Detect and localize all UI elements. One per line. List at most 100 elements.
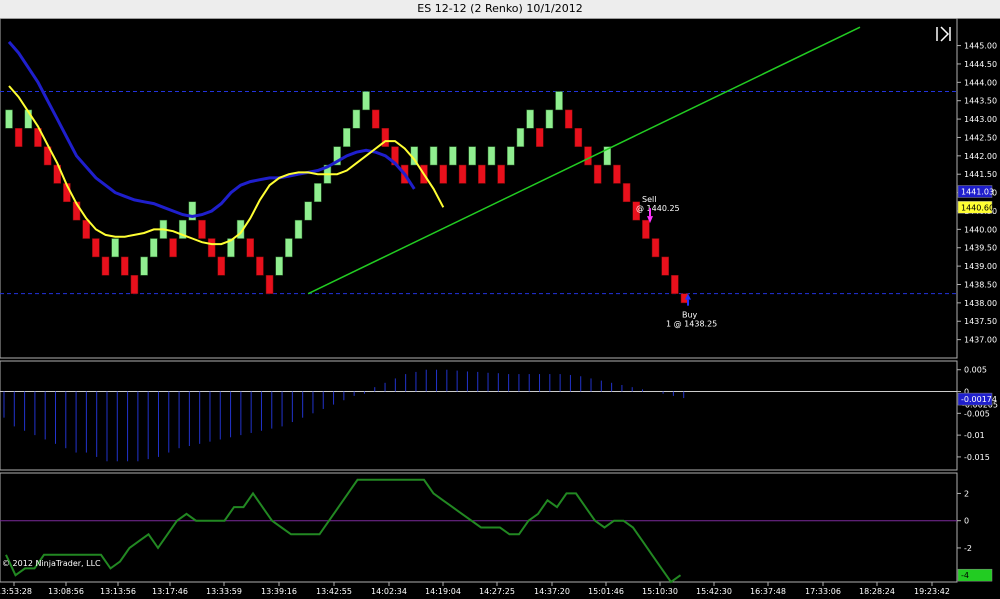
- renko-brick: [526, 109, 534, 129]
- renko-brick: [285, 238, 293, 258]
- histogram-tick-label: -0.01: [964, 431, 985, 440]
- price-tick-label: 1438.50: [964, 280, 997, 289]
- renko-brick: [246, 238, 254, 258]
- time-tick-label: 14:02:34: [371, 587, 407, 596]
- time-tick-label: 13:33:59: [206, 587, 242, 596]
- renko-brick: [256, 256, 264, 276]
- renko-brick: [169, 238, 177, 258]
- renko-brick: [14, 128, 23, 147]
- oscillator-panel-border: [0, 472, 958, 583]
- renko-brick: [314, 183, 322, 203]
- price-tick-label: 1437.50: [964, 317, 997, 326]
- histogram-tick-label: -0.015: [964, 453, 990, 462]
- histogram-badge: -0.00174: [961, 395, 997, 404]
- renko-brick: [613, 164, 621, 184]
- oscillator-badge: -4: [961, 571, 969, 580]
- renko-brick: [352, 109, 361, 129]
- oscillator-tick-label: 0: [964, 517, 969, 526]
- renko-brick: [449, 146, 457, 166]
- renko-brick: [343, 128, 351, 147]
- renko-brick: [458, 164, 467, 184]
- renko-brick: [381, 128, 390, 147]
- ema-slow-badge-bg: [957, 185, 993, 198]
- time-tick-label: 13:42:55: [316, 587, 352, 596]
- time-axis: 13:53:28 13:08:56 13:13:56 13:17:46 13:33:59…: [0, 582, 950, 596]
- price-tick-label: 1440.00: [964, 225, 997, 234]
- renko-brick: [121, 256, 129, 276]
- renko-brick: [593, 164, 602, 184]
- renko-brick: [507, 146, 515, 166]
- histogram-panel-border: [0, 360, 958, 471]
- price-panel-border: [0, 18, 958, 359]
- renko-brick: [622, 183, 631, 203]
- time-tick-label: 15:42:30: [696, 587, 732, 596]
- ema-fast-line: [8, 85, 445, 246]
- buy-label: Buy: [682, 311, 698, 320]
- renko-brick: [564, 109, 573, 129]
- price-tick-label: 1439.00: [964, 262, 997, 271]
- time-tick-label: 13:39:16: [261, 587, 297, 596]
- trendline[interactable]: [307, 26, 861, 295]
- price-tick-label: 1444.50: [964, 60, 997, 69]
- renko-brick: [227, 238, 235, 258]
- time-tick-label: 15:01:46: [588, 587, 624, 596]
- renko-brick: [468, 146, 476, 166]
- renko-brick: [429, 146, 438, 166]
- renko-brick: [217, 256, 226, 276]
- renko-brick: [207, 238, 216, 258]
- renko-brick: [333, 146, 341, 166]
- buy-arrow-icon: [685, 293, 691, 300]
- ema-slow-line: [7, 40, 416, 219]
- oscillator-line: [5, 478, 682, 584]
- histogram-tick-label: 0: [964, 388, 969, 397]
- collapse-panel-icon[interactable]: [935, 26, 951, 42]
- renko-brick: [516, 128, 525, 147]
- renko-brick: [574, 128, 583, 147]
- renko-brick: [371, 109, 380, 129]
- renko-brick: [92, 238, 100, 258]
- renko-brick: [478, 164, 486, 184]
- renko-brick: [439, 164, 447, 184]
- renko-brick: [362, 91, 370, 111]
- time-tick-label: 13:08:56: [48, 587, 84, 596]
- renko-brick: [265, 275, 274, 294]
- price-tick-label: 1442.00: [964, 152, 997, 161]
- time-tick-label: 13:13:56: [100, 587, 136, 596]
- renko-bricks: [5, 91, 689, 304]
- renko-brick: [294, 219, 303, 239]
- renko-brick: [651, 238, 660, 258]
- oscillator-axis: 2 0 -2: [957, 489, 972, 553]
- renko-brick: [487, 146, 496, 166]
- renko-brick: [188, 201, 197, 221]
- time-tick-label: 17:33:06: [805, 587, 841, 596]
- time-tick-label: 16:37:48: [750, 587, 786, 596]
- renko-brick: [5, 109, 13, 129]
- sell-detail: @ 1440.25: [636, 204, 680, 213]
- chart-area[interactable]: 1445.00 1444.50 1444.00 1443.50 1443.00 1442.…: [0, 18, 1000, 599]
- histogram-tick-label: -0.005: [964, 409, 990, 418]
- time-tick-label: 18:28:24: [859, 587, 895, 596]
- oscillator-tick-label: 2: [964, 489, 969, 498]
- renko-brick: [150, 238, 158, 258]
- price-tick-label: 1442.50: [964, 133, 997, 142]
- renko-brick: [497, 164, 505, 184]
- price-tick-label: 1444.00: [964, 78, 997, 87]
- renko-brick: [178, 219, 187, 239]
- renko-brick: [101, 256, 110, 276]
- time-tick-label: 14:27:25: [479, 587, 515, 596]
- renko-brick: [130, 275, 139, 294]
- histogram-badge-bg: [957, 392, 993, 406]
- price-tick-label: 1437.00: [964, 336, 997, 345]
- time-tick-label: 15:10:30: [642, 587, 678, 596]
- price-tick-label: 1443.00: [964, 115, 997, 124]
- renko-brick: [275, 256, 283, 276]
- renko-brick: [671, 275, 679, 294]
- ema-fast-badge: 1440.60: [961, 203, 994, 212]
- window-title: ES 12-12 (2 Renko) 10/1/2012: [0, 0, 1000, 19]
- horizontal-lines[interactable]: [0, 91, 957, 295]
- ema-fast-badge-bg: [957, 201, 993, 214]
- price-tick-label: 1443.50: [964, 97, 997, 106]
- buy-detail: 1 @ 1438.25: [666, 320, 717, 329]
